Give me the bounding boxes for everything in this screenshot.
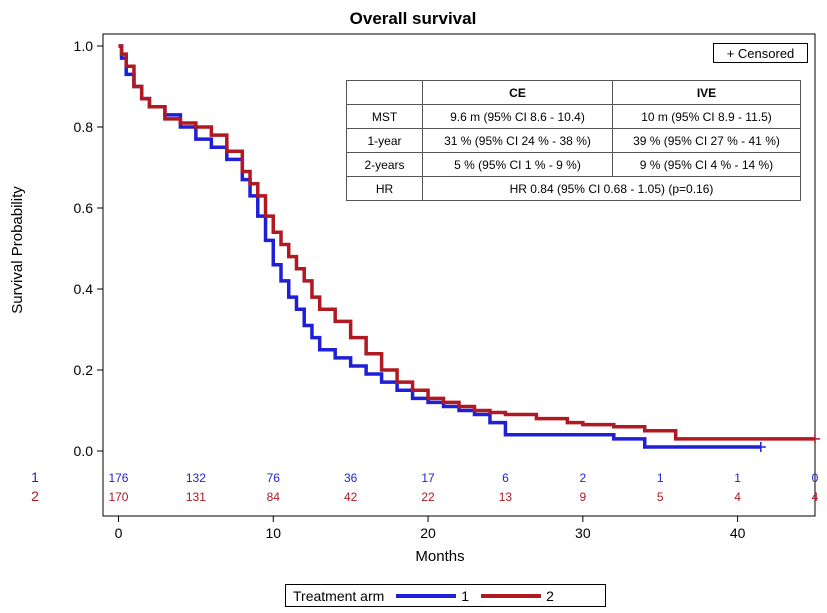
stats-cell: 1-year <box>346 128 423 153</box>
at-risk-count: 42 <box>344 490 358 504</box>
x-axis-label: Months <box>415 548 464 565</box>
x-axis: 0 10 20 30 40 <box>115 516 746 541</box>
stats-row-1year: 1-year 31 % (95% CI 24 % - 38 %) 39 % (9… <box>346 128 801 153</box>
stats-cell: 31 % (95% CI 24 % - 38 %) <box>422 128 613 153</box>
y-tick-label: 0.8 <box>74 119 94 135</box>
censored-legend: + Censored <box>713 43 808 63</box>
y-axis-label: Survival Probability <box>9 186 26 314</box>
at-risk-row-label: 2 <box>31 488 39 504</box>
stats-cell: HR <box>346 176 423 201</box>
stats-header-row: CE IVE <box>346 80 801 105</box>
stats-cell-hr: HR 0.84 (95% CI 0.68 - 1.05) (p=0.16) <box>422 176 801 201</box>
at-risk-count: 176 <box>108 471 128 485</box>
stats-cell: 2-years <box>346 152 423 177</box>
at-risk-count: 4 <box>812 490 819 504</box>
at-risk-count: 17 <box>421 471 435 485</box>
x-tick-label: 20 <box>420 525 436 541</box>
at-risk-count: 13 <box>499 490 513 504</box>
stats-cell: 5 % (95% CI 1 % - 9 %) <box>422 152 613 177</box>
legend-label-arm-1: 1 <box>461 587 470 604</box>
censor-mark <box>810 433 820 444</box>
y-axis: 0.0 0.2 0.4 0.6 0.8 1.0 <box>74 38 103 459</box>
censor-mark <box>755 441 766 452</box>
stats-header-ive: IVE <box>612 80 801 105</box>
stats-row-hr: HR HR 0.84 (95% CI 0.68 - 1.05) (p=0.16) <box>346 176 801 201</box>
legend-title: Treatment arm <box>293 587 385 604</box>
at-risk-count: 1 <box>734 471 741 485</box>
plot-frame <box>102 33 816 517</box>
x-tick-label: 10 <box>265 525 281 541</box>
legend: Treatment arm 1 2 <box>285 584 606 607</box>
stats-cell: 9.6 m (95% CI 8.6 - 10.4) <box>422 104 613 129</box>
at-risk-count: 2 <box>579 471 586 485</box>
stats-row-2years: 2-years 5 % (95% CI 1 % - 9 %) 9 % (95% … <box>346 152 801 177</box>
stats-cell: 10 m (95% CI 8.9 - 11.5) <box>612 104 801 129</box>
at-risk-count: 1 <box>657 471 664 485</box>
stats-cell: MST <box>346 104 423 129</box>
x-tick-label: 0 <box>115 525 123 541</box>
at-risk-count: 76 <box>267 471 281 485</box>
at-risk-row-label: 1 <box>31 469 39 485</box>
at-risk-count: 4 <box>734 490 741 504</box>
legend-swatch-arm-2 <box>481 593 542 598</box>
legend-label-arm-2: 2 <box>546 587 554 604</box>
at-risk-count: 0 <box>812 471 819 485</box>
y-tick-label: 0.0 <box>74 443 94 459</box>
at-risk-count: 22 <box>421 490 435 504</box>
stats-cell: 9 % (95% CI 4 % - 14 %) <box>612 152 801 177</box>
y-tick-label: 0.6 <box>74 200 94 216</box>
at-risk-count: 36 <box>344 471 358 485</box>
at-risk-count: 131 <box>186 490 206 504</box>
at-risk-count: 6 <box>502 471 509 485</box>
survival-curve-arm-2 <box>118 44 815 441</box>
y-tick-label: 1.0 <box>74 38 94 54</box>
stats-table: CE IVE MST 9.6 m (95% CI 8.6 - 10.4) 10 … <box>346 80 801 201</box>
survival-curves <box>118 44 820 452</box>
y-tick-label: 0.2 <box>74 362 94 378</box>
at-risk-count: 9 <box>579 490 586 504</box>
stats-row-mst: MST 9.6 m (95% CI 8.6 - 10.4) 10 m (95% … <box>346 104 801 129</box>
stats-header-ce: CE <box>422 80 613 105</box>
stats-header-cell <box>346 80 423 105</box>
x-tick-label: 30 <box>575 525 591 541</box>
at-risk-count: 132 <box>186 471 206 485</box>
at-risk-count: 5 <box>657 490 664 504</box>
at-risk-count: 84 <box>267 490 281 504</box>
at-risk-count: 170 <box>108 490 128 504</box>
chart-title: Overall survival <box>350 9 477 28</box>
x-tick-label: 40 <box>730 525 746 541</box>
at-risk-table: 1 176 132 76 36 17 6 2 1 1 02 170 131 84 42 22 13 9 5 4 4 <box>31 469 819 504</box>
survival-curve-arm-1 <box>118 44 761 449</box>
y-tick-label: 0.4 <box>74 281 94 297</box>
legend-swatch-arm-1 <box>396 593 457 598</box>
stats-cell: 39 % (95% CI 27 % - 41 %) <box>612 128 801 153</box>
